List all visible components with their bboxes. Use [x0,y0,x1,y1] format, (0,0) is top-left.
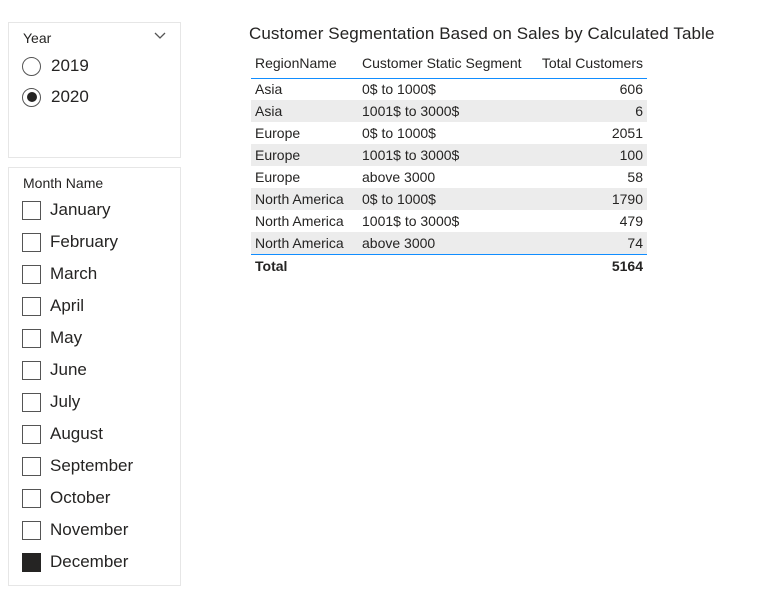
month-option-february[interactable]: February [22,230,118,254]
segment-cell: 1001$ to 3000$ [358,100,533,122]
table-row[interactable]: North America 0$ to 1000$ 1790 [251,188,647,210]
total-value: 5164 [533,253,647,277]
table-row[interactable]: Europe 0$ to 1000$ 2051 [251,122,647,144]
region-cell: Asia [251,100,358,122]
segment-cell: above 3000 [362,169,436,185]
year-option-2019[interactable]: 2019 [22,54,89,78]
region-cell: North America [251,232,358,254]
table-body: Asia 0$ to 1000$ 606 Asia 1001$ to 3000$ 6 Eur… [251,78,647,277]
month-option-december[interactable]: December [22,550,128,574]
month-option-label: May [50,328,83,347]
month-option-august[interactable]: August [22,422,103,446]
total-customers-cell: 6 [533,100,647,122]
total-customers-cell: 100 [533,144,647,166]
column-header-region[interactable]: RegionName [251,48,358,79]
table-header-row: RegionName Customer Static Segment Total… [251,48,647,79]
year-option-2020[interactable]: 2020 [22,85,89,109]
month-option-label: February [50,232,119,251]
checkbox[interactable] [22,488,41,508]
segment-cell: 1001$ to 3000$ [358,144,533,166]
total-customers-cell: 2051 [611,125,643,141]
checkbox-checked[interactable] [22,552,41,572]
month-option-label: January [50,200,111,219]
region-cell: Europe [255,169,301,185]
total-empty-cell [358,253,533,277]
checkbox[interactable] [22,392,41,412]
table-total-row: Total 5164 [251,253,647,277]
month-option-january[interactable]: January [22,198,110,222]
checkbox[interactable] [22,200,41,220]
month-option-label: July [50,392,81,411]
month-slicer: Month Name January February March April May J… [8,167,181,586]
total-customers-cell: 58 [627,169,643,185]
table-row[interactable]: Asia 1001$ to 3000$ 6 [251,100,647,122]
radio-button[interactable] [22,56,41,76]
month-option-label: December [50,552,129,571]
month-option-october[interactable]: October [22,486,110,510]
radio-button-selected[interactable] [22,87,41,107]
total-label: Total [251,253,358,277]
month-option-may[interactable]: May [22,326,82,350]
region-cell: North America [251,188,358,210]
checkbox[interactable] [22,328,41,348]
region-cell: Europe [251,144,358,166]
year-option-label: 2019 [51,56,89,75]
month-option-label: April [50,296,85,315]
month-option-november[interactable]: November [22,518,128,542]
month-option-july[interactable]: July [22,390,80,414]
region-cell: North America [255,213,344,229]
table-row[interactable]: North America 1001$ to 3000$ 479 [251,210,647,232]
checkbox[interactable] [22,520,41,540]
month-option-september[interactable]: September [22,454,133,478]
table-row[interactable]: Asia 0$ to 1000$ 606 [251,78,647,100]
month-option-june[interactable]: June [22,358,87,382]
year-option-label: 2020 [51,87,89,106]
chevron-down-icon[interactable] [154,32,166,40]
table-row[interactable]: Europe 1001$ to 3000$ 100 [251,144,647,166]
month-option-label: March [50,264,98,283]
month-slicer-header: Month Name [23,175,104,191]
region-cell: Asia [255,81,283,98]
column-header-total-customers[interactable]: Total Customers [533,48,647,79]
total-customers-cell: 479 [619,213,643,229]
month-option-march[interactable]: March [22,262,97,286]
month-option-label: August [50,424,103,443]
month-option-label: June [50,360,87,379]
region-cell: Europe [255,125,301,141]
month-option-label: November [50,520,129,539]
total-customers-cell: 606 [619,81,643,98]
segment-cell: 0$ to 1000$ [362,125,436,141]
total-customers-cell: 1790 [533,188,647,210]
table-visual-title: Customer Segmentation Based on Sales by … [249,24,715,43]
checkbox[interactable] [22,232,41,252]
checkbox[interactable] [22,360,41,380]
year-slicer: Year 2019 2020 [8,22,181,158]
total-customers-cell: 74 [533,232,647,254]
month-option-label: October [50,488,111,507]
checkbox[interactable] [22,456,41,476]
month-option-april[interactable]: April [22,294,84,318]
segment-cell: 0$ to 1000$ [362,81,436,98]
table-row[interactable]: Europe above 3000 58 [251,166,647,188]
year-slicer-header: Year [23,30,52,46]
segment-cell: 0$ to 1000$ [358,188,533,210]
segment-cell: 1001$ to 3000$ [362,213,460,229]
checkbox[interactable] [22,296,41,316]
column-header-segment[interactable]: Customer Static Segment [358,48,533,79]
segment-cell: above 3000 [358,232,533,254]
customer-segmentation-table: RegionName Customer Static Segment Total… [251,48,647,277]
checkbox[interactable] [22,264,41,284]
month-option-label: September [50,456,134,475]
table-row[interactable]: North America above 3000 74 [251,232,647,254]
checkbox[interactable] [22,424,41,444]
